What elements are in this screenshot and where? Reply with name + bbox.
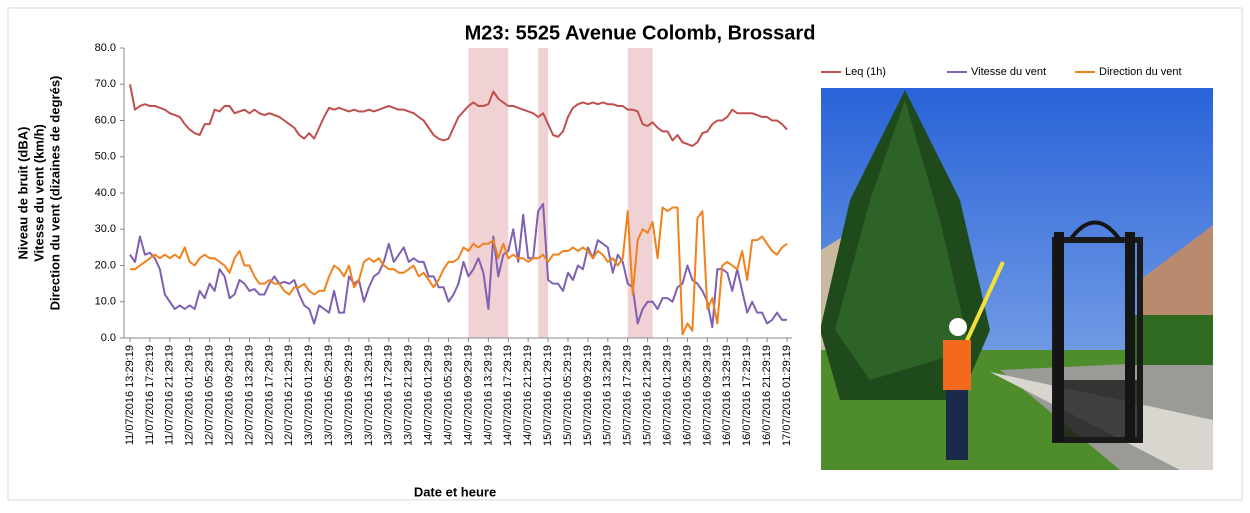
legend-label: Leq (1h) xyxy=(845,66,886,78)
y-axis-title-line: Direction du vent (dizaines de degrés) xyxy=(47,76,62,311)
y-axis-title-line: Vitesse du vent (km/h) xyxy=(31,124,46,262)
x-tick-label: 16/07/2016 21:29:19 xyxy=(761,345,773,446)
x-tick-label: 16/07/2016 13:29:19 xyxy=(721,345,733,446)
page: M23: 5525 Avenue Colomb, Brossard Date e… xyxy=(0,0,1250,513)
highlight-band xyxy=(628,48,653,338)
x-tick-label: 11/07/2016 17:29:19 xyxy=(144,345,156,445)
x-tick-label: 16/07/2016 17:29:19 xyxy=(741,345,753,446)
y-tick-label: 0.0 xyxy=(101,332,116,344)
y-tick-label: 50.0 xyxy=(95,151,116,163)
x-tick-label: 13/07/2016 21:29:19 xyxy=(403,345,415,446)
x-tick-label: 14/07/2016 05:29:19 xyxy=(442,345,454,446)
highlight-band xyxy=(538,48,548,338)
y-tick-label: 30.0 xyxy=(95,223,116,235)
y-tick-label: 10.0 xyxy=(95,296,116,308)
x-tick-label: 14/07/2016 13:29:19 xyxy=(482,345,494,446)
x-tick-label: 14/07/2016 01:29:19 xyxy=(423,345,435,446)
x-tick-label: 12/07/2016 13:29:19 xyxy=(243,345,255,446)
y-axis-title-line: Niveau de bruit (dBA) xyxy=(15,127,30,260)
chart-title: M23: 5525 Avenue Colomb, Brossard xyxy=(465,22,816,44)
x-tick-label: 12/07/2016 09:29:19 xyxy=(223,345,235,446)
y-tick-label: 70.0 xyxy=(95,78,116,90)
x-tick-label: 13/07/2016 13:29:19 xyxy=(363,345,375,446)
x-tick-label: 15/07/2016 21:29:19 xyxy=(642,345,654,446)
x-tick-label: 12/07/2016 21:29:19 xyxy=(283,345,295,446)
x-tick-label: 15/07/2016 17:29:19 xyxy=(622,345,634,446)
x-tick-label: 14/07/2016 09:29:19 xyxy=(462,345,474,446)
x-tick-label: 15/07/2016 13:29:19 xyxy=(602,345,614,446)
y-tick-label: 80.0 xyxy=(95,42,116,54)
photo xyxy=(820,88,1213,470)
y-tick-label: 60.0 xyxy=(95,114,116,126)
x-tick-label: 13/07/2016 09:29:19 xyxy=(343,345,355,446)
x-tick-label: 12/07/2016 17:29:19 xyxy=(263,345,275,446)
x-tick-label: 17/07/2016 01:29:19 xyxy=(781,345,793,446)
x-tick-label: 16/07/2016 09:29:19 xyxy=(701,345,713,446)
x-tick-label: 13/07/2016 01:29:19 xyxy=(303,345,315,446)
x-tick-label: 16/07/2016 01:29:19 xyxy=(661,345,673,446)
x-axis-title: Date et heure xyxy=(414,484,496,499)
y-tick-label: 40.0 xyxy=(95,187,116,199)
y-tick-label: 20.0 xyxy=(95,259,116,271)
x-tick-label: 11/07/2016 13:29:19 xyxy=(124,345,136,445)
x-tick-label: 14/07/2016 21:29:19 xyxy=(522,345,534,446)
x-tick-label: 15/07/2016 09:29:19 xyxy=(582,345,594,446)
x-tick-label: 11/07/2016 21:29:19 xyxy=(164,345,176,445)
x-tick-label: 13/07/2016 05:29:19 xyxy=(323,345,335,446)
x-tick-label: 12/07/2016 01:29:19 xyxy=(184,345,196,446)
x-tick-label: 13/07/2016 17:29:19 xyxy=(383,345,395,446)
x-tick-label: 12/07/2016 05:29:19 xyxy=(204,345,216,446)
legend-label: Vitesse du vent xyxy=(971,66,1046,78)
x-tick-label: 16/07/2016 05:29:19 xyxy=(681,345,693,446)
chart: M23: 5525 Avenue Colomb, Brossard Date e… xyxy=(0,0,1250,508)
x-tick-label: 15/07/2016 01:29:19 xyxy=(542,345,554,446)
legend-label: Direction du vent xyxy=(1099,66,1182,78)
x-tick-label: 14/07/2016 17:29:19 xyxy=(502,345,514,446)
x-tick-label: 15/07/2016 05:29:19 xyxy=(562,345,574,446)
